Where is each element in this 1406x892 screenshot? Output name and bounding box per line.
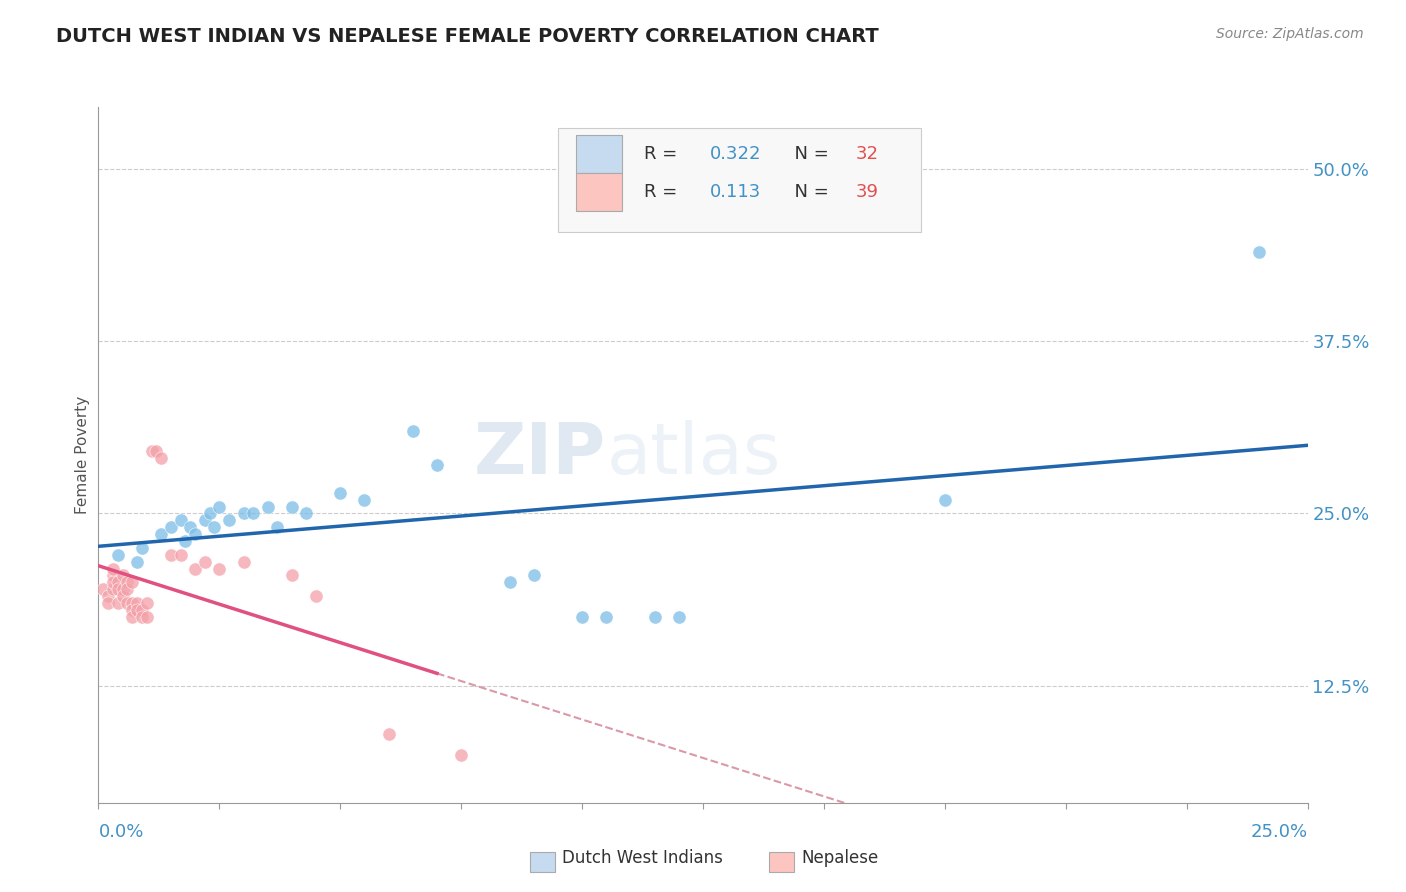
Point bbox=[107, 548, 129, 562]
Point bbox=[256, 500, 278, 514]
Point bbox=[198, 507, 221, 521]
Point bbox=[97, 596, 120, 610]
Point bbox=[281, 568, 304, 582]
Point bbox=[644, 609, 666, 624]
Point bbox=[523, 568, 546, 582]
Text: 39: 39 bbox=[855, 183, 879, 201]
Point bbox=[121, 609, 143, 624]
Text: Nepalese: Nepalese bbox=[801, 849, 879, 867]
Point bbox=[305, 589, 328, 603]
Text: 0.322: 0.322 bbox=[710, 145, 762, 163]
Text: atlas: atlas bbox=[606, 420, 780, 490]
Text: R =: R = bbox=[644, 183, 689, 201]
Point bbox=[160, 520, 183, 534]
Point bbox=[184, 527, 207, 541]
Point bbox=[101, 561, 124, 575]
Y-axis label: Female Poverty: Female Poverty bbox=[75, 396, 90, 514]
Point bbox=[117, 582, 139, 597]
Point bbox=[450, 747, 472, 762]
Point bbox=[595, 609, 617, 624]
Point bbox=[426, 458, 449, 473]
Text: Dutch West Indians: Dutch West Indians bbox=[562, 849, 723, 867]
Point bbox=[184, 561, 207, 575]
Point bbox=[242, 507, 264, 521]
Point bbox=[571, 609, 593, 624]
Point bbox=[141, 444, 163, 458]
Point bbox=[208, 500, 231, 514]
Text: DUTCH WEST INDIAN VS NEPALESE FEMALE POVERTY CORRELATION CHART: DUTCH WEST INDIAN VS NEPALESE FEMALE POV… bbox=[56, 27, 879, 45]
Point bbox=[329, 485, 352, 500]
Point bbox=[169, 548, 191, 562]
Point bbox=[218, 513, 240, 527]
Point bbox=[111, 582, 134, 597]
Point bbox=[150, 527, 173, 541]
Point bbox=[127, 596, 149, 610]
Text: R =: R = bbox=[644, 145, 683, 163]
Point bbox=[179, 520, 201, 534]
Point bbox=[131, 541, 153, 555]
Point bbox=[127, 555, 149, 569]
Point bbox=[150, 451, 173, 466]
Point bbox=[281, 500, 304, 514]
Point bbox=[169, 513, 191, 527]
Text: N =: N = bbox=[783, 183, 834, 201]
Point bbox=[232, 555, 254, 569]
Point bbox=[135, 609, 157, 624]
Point bbox=[107, 575, 129, 590]
Point bbox=[121, 575, 143, 590]
Point bbox=[194, 555, 217, 569]
Point bbox=[174, 534, 197, 549]
Point bbox=[101, 582, 124, 597]
Point bbox=[145, 444, 167, 458]
Point bbox=[208, 561, 231, 575]
Point bbox=[668, 609, 690, 624]
Text: 25.0%: 25.0% bbox=[1250, 823, 1308, 841]
Text: Source: ZipAtlas.com: Source: ZipAtlas.com bbox=[1216, 27, 1364, 41]
Point bbox=[1249, 244, 1271, 259]
Point bbox=[121, 603, 143, 617]
Point bbox=[91, 582, 114, 597]
Point bbox=[121, 596, 143, 610]
Text: 32: 32 bbox=[855, 145, 879, 163]
Point bbox=[117, 575, 139, 590]
Text: 0.113: 0.113 bbox=[710, 183, 762, 201]
Point bbox=[934, 492, 956, 507]
Bar bbox=[769, 852, 794, 871]
Point bbox=[353, 492, 375, 507]
Point bbox=[402, 424, 425, 438]
Point bbox=[266, 520, 288, 534]
Point bbox=[295, 507, 318, 521]
Text: 0.0%: 0.0% bbox=[98, 823, 143, 841]
Point bbox=[131, 609, 153, 624]
FancyBboxPatch shape bbox=[558, 128, 921, 232]
Point bbox=[107, 582, 129, 597]
Text: N =: N = bbox=[783, 145, 834, 163]
Point bbox=[377, 727, 399, 741]
Point bbox=[97, 589, 120, 603]
FancyBboxPatch shape bbox=[576, 173, 621, 211]
Point bbox=[204, 520, 226, 534]
Point bbox=[135, 596, 157, 610]
Point bbox=[160, 548, 183, 562]
Point bbox=[232, 507, 254, 521]
Point bbox=[101, 568, 124, 582]
FancyBboxPatch shape bbox=[576, 136, 621, 173]
Point bbox=[117, 596, 139, 610]
Point bbox=[498, 575, 520, 590]
Point bbox=[107, 596, 129, 610]
Point bbox=[127, 603, 149, 617]
Point bbox=[111, 589, 134, 603]
Point bbox=[101, 575, 124, 590]
Bar bbox=[530, 852, 555, 871]
Point bbox=[194, 513, 217, 527]
Text: ZIP: ZIP bbox=[474, 420, 606, 490]
Point bbox=[131, 603, 153, 617]
Point bbox=[111, 568, 134, 582]
